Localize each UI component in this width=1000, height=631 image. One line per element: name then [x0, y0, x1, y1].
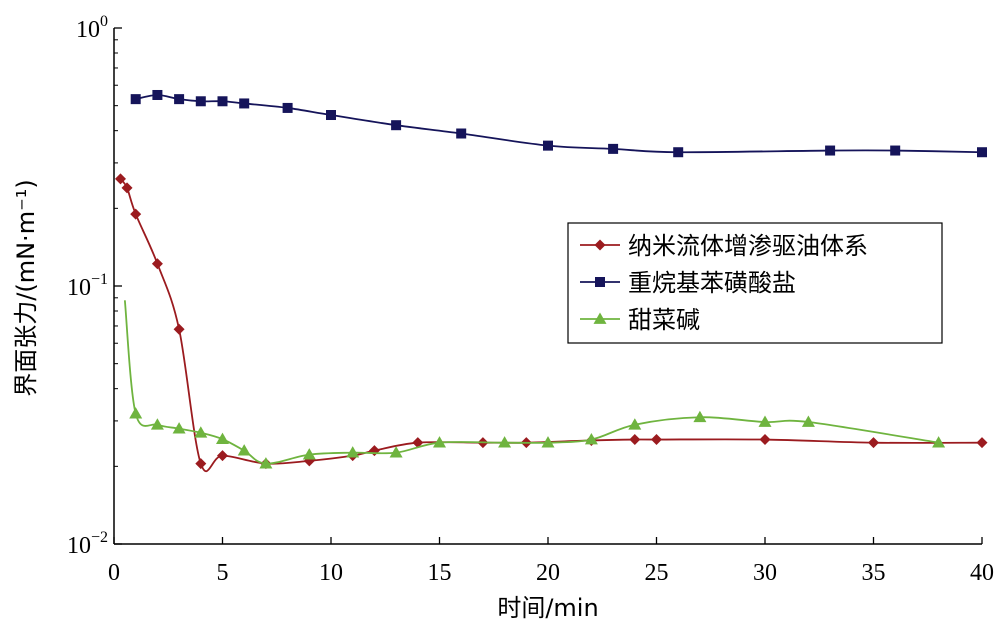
y-tick-label: 100: [76, 13, 108, 43]
data-point: [758, 415, 772, 427]
data-point: [195, 458, 207, 470]
data-point: [115, 173, 127, 185]
series-betaine: [123, 300, 946, 469]
data-point: [433, 436, 446, 448]
x-tick-label: 15: [428, 560, 452, 586]
data-point: [172, 422, 186, 434]
data-point: [629, 434, 641, 446]
y-tick-label: 10−1: [67, 271, 108, 301]
axes: 0 5 10 15 20 25 30 35 40 100 10−1 10−2: [67, 13, 994, 586]
data-point: [151, 258, 163, 270]
data-point: [389, 446, 403, 458]
data-point: [174, 94, 185, 105]
data-point: [217, 96, 228, 107]
data-point: [217, 450, 228, 462]
x-tick-label: 20: [536, 560, 560, 586]
data-point: [693, 410, 707, 423]
legend-item: 纳米流体增渗驱油体系: [580, 232, 868, 260]
x-tick-label: 10: [319, 560, 343, 586]
data-point: [195, 96, 206, 107]
legend-box: [567, 222, 943, 344]
data-point: [173, 323, 185, 335]
data-point: [152, 89, 163, 100]
x-tick-label: 40: [970, 560, 994, 586]
legend-label: 甜菜碱: [628, 306, 700, 334]
x-tick-label: 30: [753, 560, 777, 586]
data-point: [150, 418, 164, 430]
data-point: [976, 437, 988, 449]
data-point: [121, 182, 133, 194]
y-tick-label: 10−2: [67, 529, 108, 559]
legend-label: 重烷基苯磺酸盐: [628, 269, 796, 297]
data-point: [825, 145, 836, 156]
x-tick-label: 25: [645, 560, 669, 586]
series-alkylbenzene-sulfonate: [130, 89, 987, 158]
legend-marker: [594, 239, 606, 251]
data-point: [239, 98, 250, 109]
data-point: [368, 445, 380, 457]
data-point: [868, 437, 879, 449]
data-point: [346, 446, 360, 458]
legend-marker: [593, 312, 607, 324]
data-point: [216, 432, 229, 444]
data-point: [628, 418, 642, 430]
data-point: [412, 437, 424, 449]
data-point: [608, 143, 619, 154]
data-point: [801, 415, 815, 427]
data-point: [456, 128, 467, 139]
data-point: [259, 457, 273, 469]
data-point: [302, 448, 316, 460]
data-point: [541, 436, 555, 448]
data-point: [498, 436, 512, 448]
data-point: [391, 120, 402, 131]
y-axis-title: 界面张力/(mN·m⁻¹): [12, 179, 40, 396]
x-axis-title: 时间/min: [497, 594, 598, 622]
series-layer: [115, 89, 988, 473]
data-point: [129, 407, 143, 419]
data-point: [130, 94, 141, 105]
data-point: [194, 426, 208, 438]
data-point: [759, 434, 771, 446]
data-point: [282, 102, 293, 113]
data-point: [651, 434, 662, 446]
legend-label: 纳米流体增渗驱油体系: [628, 232, 868, 260]
data-point: [237, 444, 251, 456]
legend-marker: [595, 277, 605, 287]
data-point: [130, 208, 142, 220]
x-tick-label: 0: [108, 560, 120, 586]
data-point: [673, 147, 684, 158]
x-tick-label: 5: [217, 560, 229, 586]
x-tick-label: 35: [862, 560, 886, 586]
data-point: [977, 147, 987, 158]
data-point: [890, 145, 901, 156]
data-point: [543, 140, 553, 151]
data-point: [932, 436, 946, 448]
series-line: [135, 94, 983, 154]
data-point: [326, 110, 336, 121]
data-point: [584, 433, 598, 445]
legend-item: 甜菜碱: [580, 306, 700, 334]
legend-item: 重烷基苯磺酸盐: [580, 269, 796, 297]
